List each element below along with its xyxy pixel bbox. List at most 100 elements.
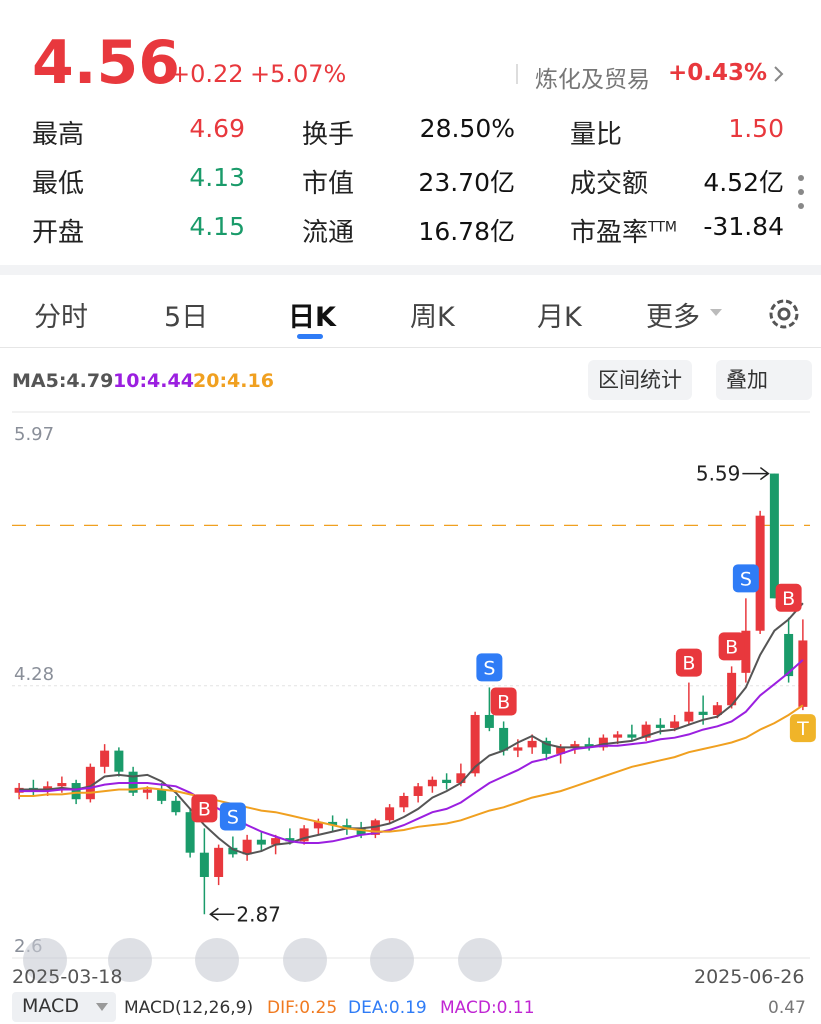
stat-label: 最高 bbox=[32, 120, 85, 150]
candle-body bbox=[299, 828, 309, 842]
candle-body bbox=[727, 672, 737, 706]
indicator[interactable]: MACD bbox=[22, 995, 79, 1017]
candle-body bbox=[271, 838, 281, 845]
max-arrow bbox=[742, 466, 770, 481]
candle-body bbox=[513, 747, 523, 751]
candle-body bbox=[328, 821, 338, 826]
stat-label: 成交额 bbox=[570, 169, 649, 199]
stat-value: 4.52亿 bbox=[703, 168, 784, 197]
candle-body bbox=[798, 640, 808, 707]
candle-body bbox=[755, 515, 765, 631]
settings-icon[interactable] bbox=[765, 295, 803, 333]
ma-line bbox=[19, 704, 804, 833]
candle-body bbox=[655, 724, 665, 728]
stat-value: 16.78亿 bbox=[418, 217, 515, 246]
stat-label: 流通 bbox=[302, 218, 355, 248]
fullscreen-button[interactable] bbox=[458, 938, 502, 982]
signal-label: B bbox=[725, 636, 738, 658]
tab[interactable]: 日K bbox=[288, 302, 336, 333]
more-arrow bbox=[710, 309, 722, 316]
signal-badge bbox=[775, 583, 802, 612]
indicator-select[interactable] bbox=[12, 992, 116, 1022]
candle-body bbox=[356, 828, 366, 835]
sector[interactable]: 炼化及贸易 bbox=[535, 67, 650, 93]
candle-body bbox=[484, 714, 494, 728]
signal-badge bbox=[789, 714, 816, 743]
tab[interactable]: 分时 bbox=[34, 302, 88, 333]
candle-body bbox=[114, 750, 124, 772]
signal-label: B bbox=[782, 588, 795, 610]
left-button[interactable] bbox=[283, 938, 327, 982]
candle-body bbox=[769, 473, 779, 599]
tab[interactable]: 周K bbox=[410, 302, 455, 333]
end-date: 2025-06-26 bbox=[694, 966, 805, 988]
stat-label: 开盘 bbox=[32, 218, 85, 248]
candle-body bbox=[470, 714, 480, 774]
candle-body bbox=[242, 839, 252, 855]
stat-label: 市盈率TTM bbox=[570, 218, 677, 248]
min-arrow bbox=[209, 907, 235, 921]
gap bbox=[0, 265, 821, 275]
signal-label: B bbox=[682, 653, 695, 675]
scroll-left-button[interactable] bbox=[23, 938, 67, 982]
candle-body bbox=[228, 847, 238, 855]
candle-body bbox=[313, 821, 323, 829]
candle-body bbox=[385, 807, 395, 821]
tab[interactable]: 更多 bbox=[646, 302, 700, 333]
signal-label: T bbox=[796, 718, 809, 740]
candle-body bbox=[214, 847, 224, 877]
candle-body bbox=[171, 800, 181, 813]
stat-value: 1.50 bbox=[728, 114, 784, 143]
candle-body bbox=[741, 630, 751, 673]
start-date: 2025-03-18 bbox=[12, 966, 123, 988]
signal-label: B bbox=[198, 798, 211, 820]
right-button[interactable] bbox=[370, 938, 414, 982]
candle-body bbox=[598, 737, 608, 748]
macd-axis: 0.47 bbox=[768, 998, 806, 1018]
candle-body bbox=[142, 789, 152, 793]
tab[interactable]: 5日 bbox=[164, 302, 209, 333]
signal-badge bbox=[675, 648, 702, 677]
candle-body bbox=[613, 734, 623, 738]
candle-body bbox=[71, 783, 81, 800]
tab[interactable]: 月K bbox=[537, 302, 582, 333]
ma-line bbox=[19, 659, 804, 844]
candle-body bbox=[442, 779, 452, 784]
dea: DEA:0.19 bbox=[348, 998, 427, 1018]
ma-legend-item: MA5:4.79 bbox=[12, 370, 114, 392]
more-dots[interactable] bbox=[796, 172, 806, 212]
sector-pct[interactable]: +0.43% bbox=[668, 60, 768, 86]
change: +0.22 bbox=[170, 60, 244, 88]
candle-body bbox=[57, 783, 67, 787]
change-pct: +5.07% bbox=[250, 60, 347, 88]
signal-label: S bbox=[227, 806, 239, 828]
overlay-button[interactable]: 叠加 bbox=[716, 360, 812, 400]
signal-badge bbox=[490, 687, 517, 716]
candle-body bbox=[570, 744, 580, 748]
signal-badge bbox=[476, 653, 503, 682]
chevron bbox=[774, 66, 784, 82]
candle-body bbox=[684, 711, 694, 722]
zoom-out-button[interactable] bbox=[195, 938, 239, 982]
candle-body bbox=[399, 795, 409, 808]
candle-body bbox=[413, 786, 423, 796]
candle-body bbox=[541, 740, 551, 754]
candle-body bbox=[499, 727, 509, 751]
range-stats-button[interactable]: 区间统计 bbox=[588, 360, 692, 400]
candle-body bbox=[100, 750, 110, 767]
candle-body bbox=[427, 779, 437, 787]
stat-value: -31.84 bbox=[703, 212, 784, 241]
candle-body bbox=[85, 766, 95, 800]
stat-label: 换手 bbox=[302, 120, 355, 150]
y-tick-label: 5.97 bbox=[14, 424, 54, 445]
zoom-in-button[interactable] bbox=[108, 938, 152, 982]
signal-label: S bbox=[483, 657, 495, 679]
stat-value: 4.69 bbox=[189, 114, 245, 143]
stat-label: 量比 bbox=[570, 120, 623, 150]
candle-body bbox=[670, 721, 680, 728]
candle-body bbox=[157, 789, 167, 801]
price: 4.56 bbox=[32, 28, 181, 98]
separator bbox=[0, 347, 821, 348]
candle-body bbox=[784, 633, 794, 677]
divider bbox=[516, 64, 518, 84]
